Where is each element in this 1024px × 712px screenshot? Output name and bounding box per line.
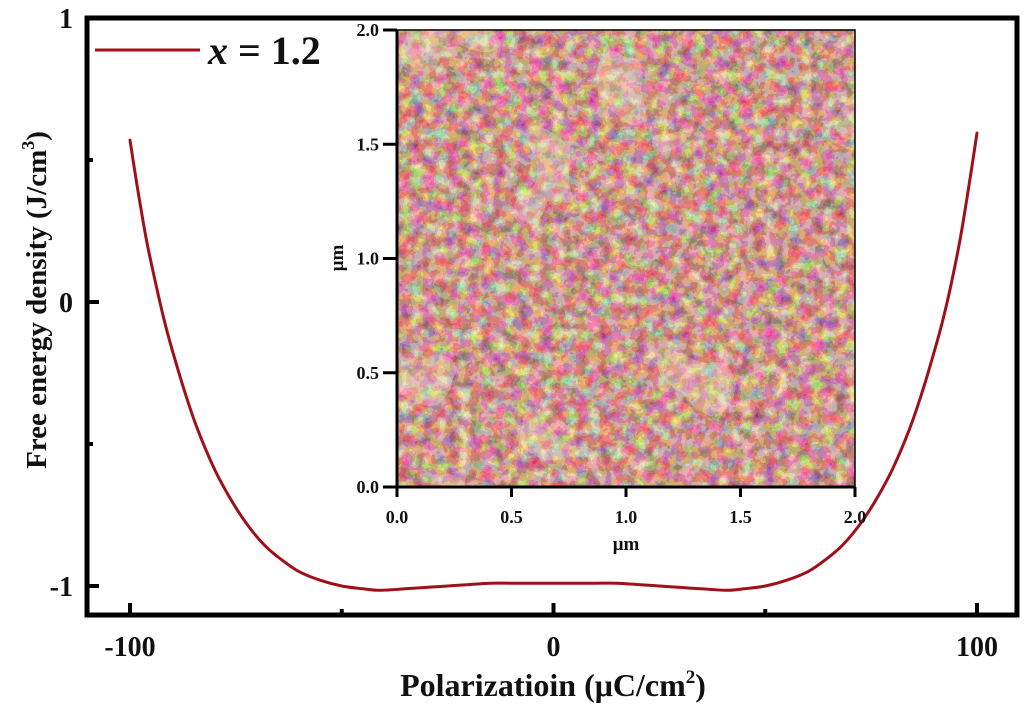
- x-axis-title-sup: 2: [686, 667, 696, 688]
- inset-y-tick-label: 0.0: [357, 477, 380, 497]
- inset-y-tick-label: 1.0: [357, 249, 380, 269]
- y-axis-title: Free energy density (J/cm3): [18, 131, 53, 469]
- y-axis-title-text: Free energy density (J/cm: [21, 150, 53, 469]
- y-tick-label: 1: [59, 4, 73, 35]
- legend-label-italic: x: [207, 28, 228, 73]
- inset-axis-ticks: [383, 28, 857, 497]
- y-axis-title-sup: 3: [18, 141, 38, 150]
- inset-x-tick-label: 0.5: [500, 507, 523, 527]
- x-tick-label: 100: [956, 632, 998, 663]
- legend-label-rest: = 1.2: [228, 28, 321, 73]
- x-axis-title-text: Polarizatioin (μC/cm: [400, 667, 686, 703]
- inset-x-tick-label: 2.0: [844, 507, 867, 527]
- x-tick-label: 0: [547, 632, 561, 663]
- main-axis-ticks: [87, 16, 979, 615]
- x-axis-title-suffix: ): [695, 667, 706, 703]
- legend-label: x = 1.2: [207, 28, 321, 73]
- inset-x-axis-title: μm: [613, 534, 640, 555]
- inset-y-tick-label: 0.5: [357, 363, 380, 383]
- inset-y-axis-title: μm: [327, 245, 348, 272]
- afm-bright-domains: [397, 30, 855, 487]
- inset-y-tick-label: 1.5: [357, 134, 380, 154]
- inset-afm-image: [397, 30, 855, 487]
- y-tick-label: -1: [50, 572, 73, 603]
- main-axis-tick-labels: -100 0 100 -1 0 1: [50, 4, 998, 663]
- inset-axis-tick-labels: 0.0 0.5 1.0 1.5 2.0 0.0 0.5 1.0 1.5 2.0: [357, 20, 867, 527]
- inset-x-tick-label: 1.0: [615, 507, 638, 527]
- inset-x-tick-label: 1.5: [729, 507, 752, 527]
- series-line-x-1-2: [128, 131, 979, 592]
- inset-x-tick-label: 0.0: [386, 507, 409, 527]
- x-axis-title: Polarizatioin (μC/cm2): [400, 667, 706, 703]
- legend: x = 1.2: [95, 28, 321, 73]
- y-tick-label: 0: [59, 288, 73, 319]
- inset-y-tick-label: 2.0: [357, 20, 380, 40]
- x-tick-label: -100: [104, 632, 155, 663]
- y-axis-title-suffix: ): [21, 131, 53, 141]
